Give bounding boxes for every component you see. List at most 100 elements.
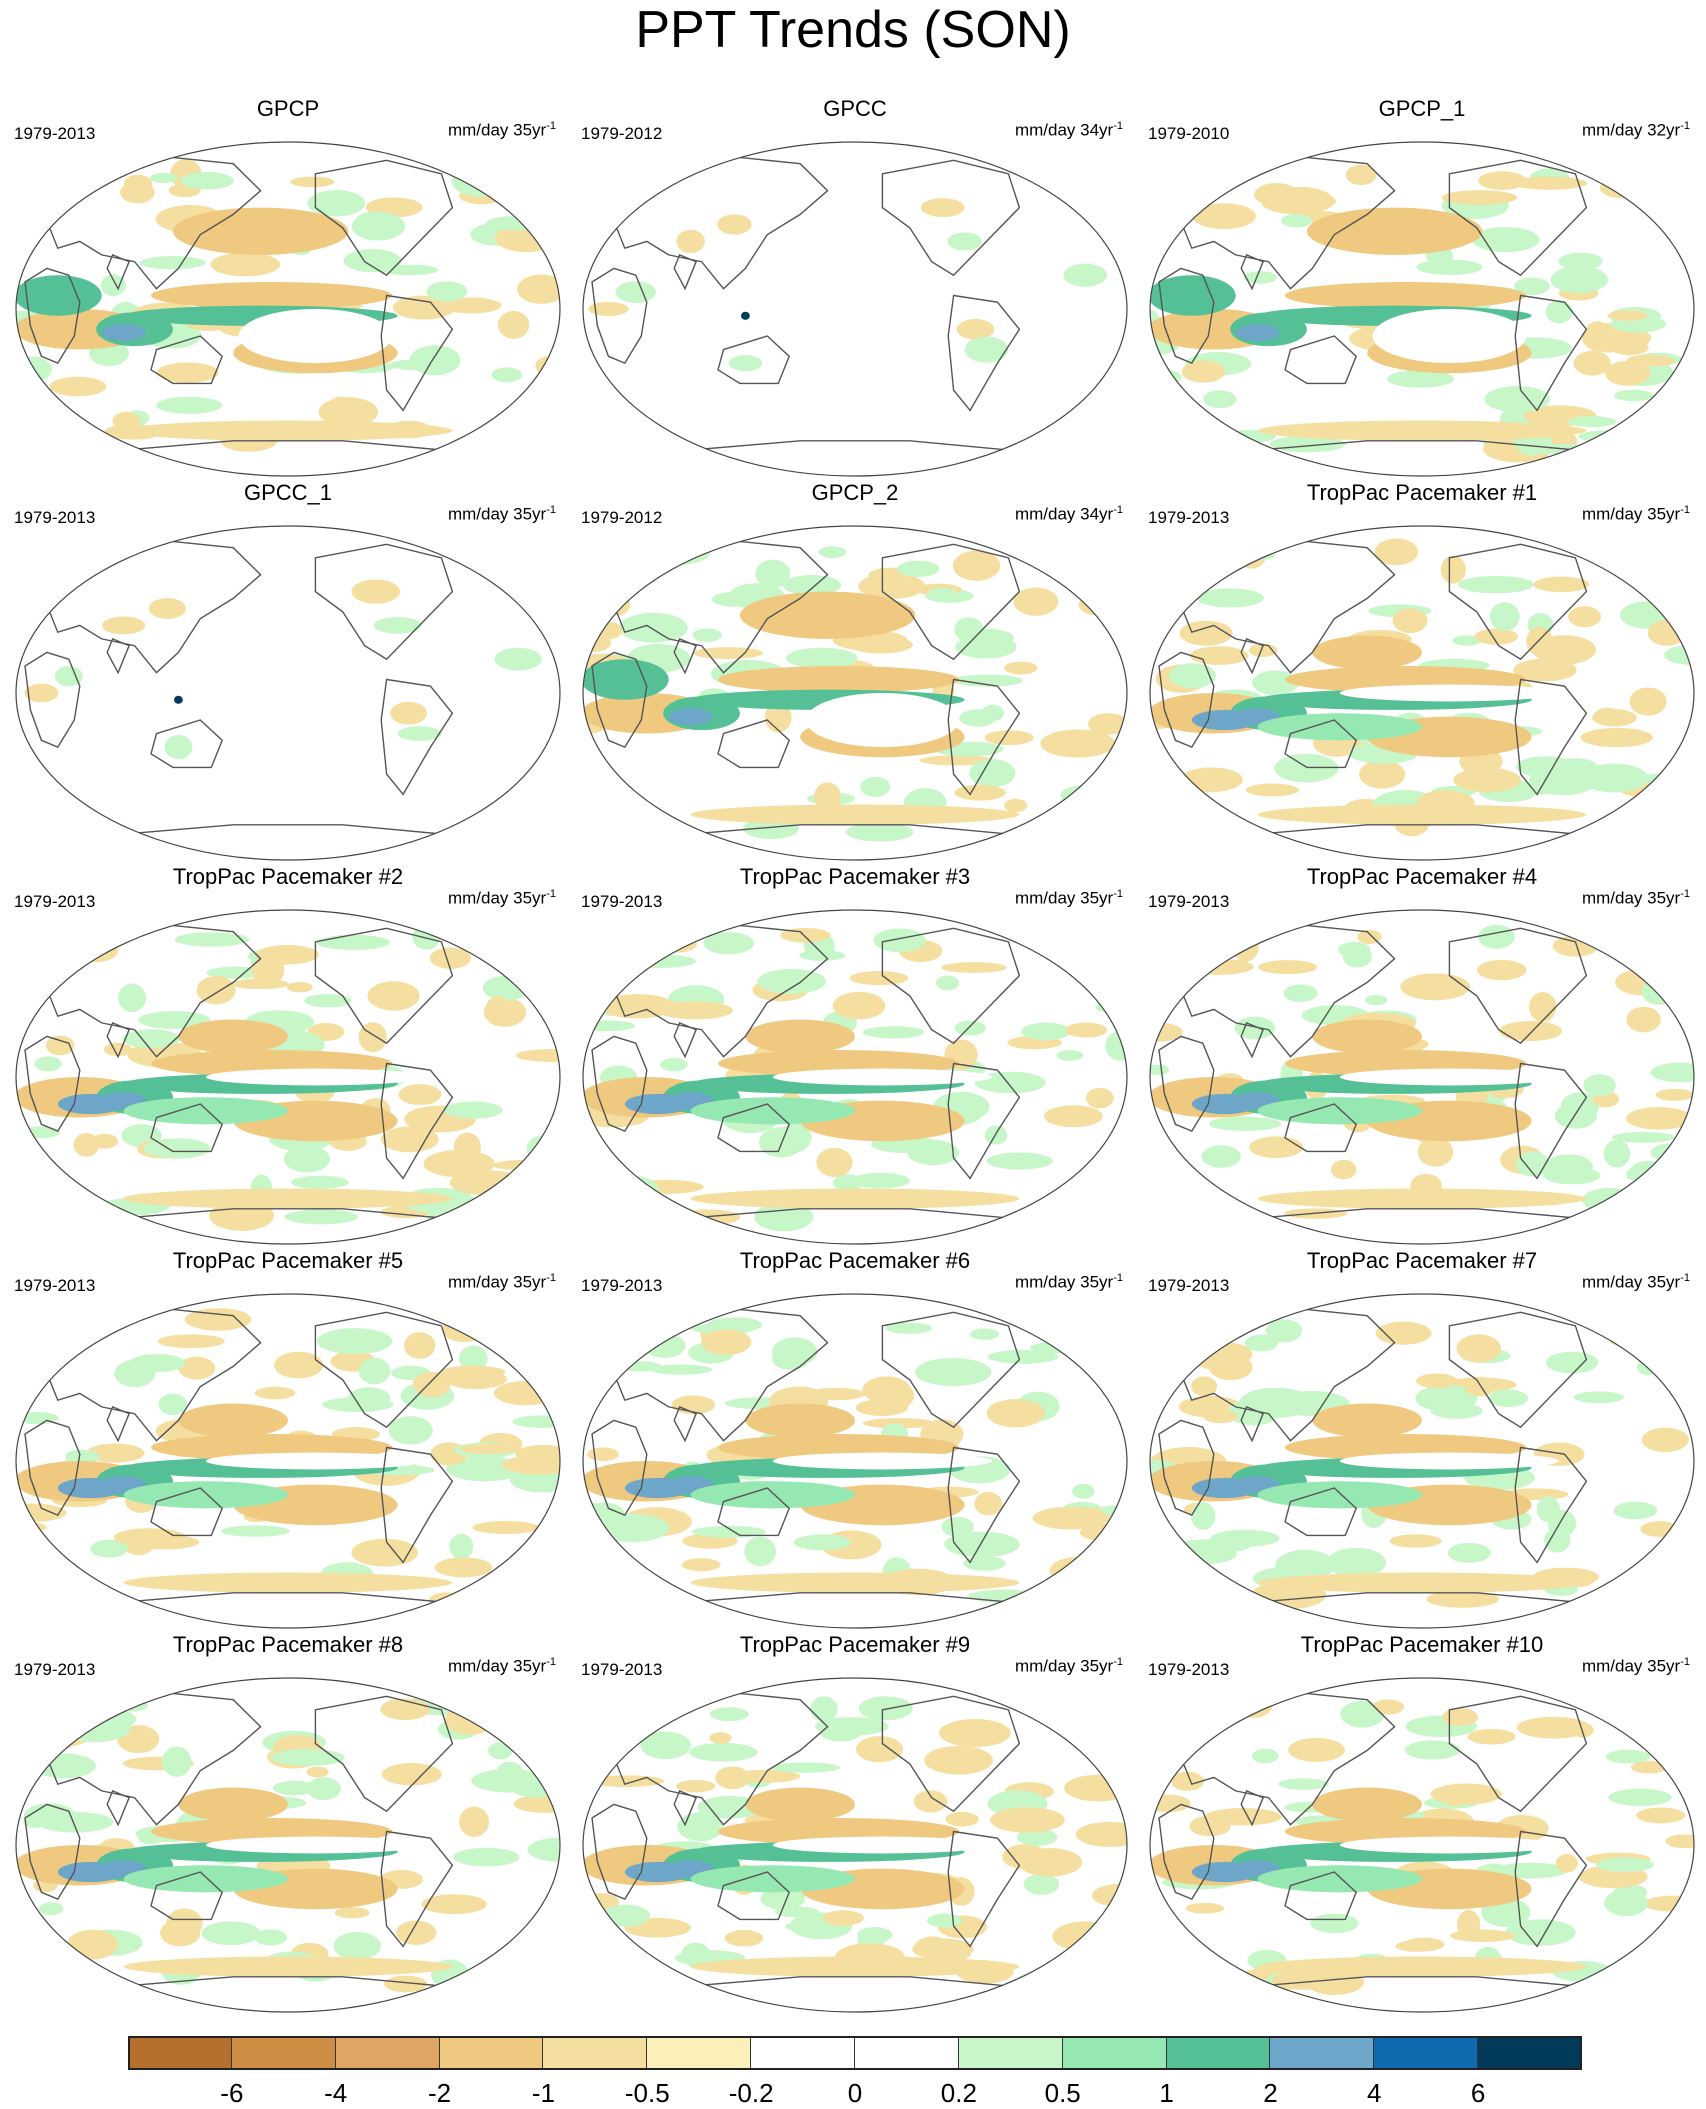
world-map (15, 909, 561, 1245)
trend-patch (1204, 550, 1276, 562)
coastlines (591, 540, 1092, 836)
trend-patch (16, 1964, 60, 1978)
map-border (15, 141, 561, 477)
trend-patch (1191, 1477, 1258, 1499)
precip-trend-field (16, 159, 560, 452)
trend-patch (583, 722, 604, 735)
trend-patch (1404, 1740, 1461, 1760)
trend-patch (453, 1847, 520, 1867)
coastline (1174, 540, 1396, 674)
colorbar-box (1062, 2036, 1167, 2070)
colorbar-tick-label: 0 (847, 2078, 863, 2108)
coastline (591, 651, 648, 748)
colorbar-tick-label: 4 (1367, 2078, 1382, 2108)
trend-patch (439, 1365, 506, 1379)
trend-patch (872, 1381, 915, 1410)
trend-patch (1312, 635, 1422, 670)
coastline (314, 1311, 454, 1429)
trend-patch (1608, 1788, 1672, 1807)
trend-patch (951, 674, 1024, 687)
trend-patch (1375, 1321, 1432, 1345)
trend-patch (380, 1698, 430, 1721)
map-panel: GPCP 1979-2013 mm/day 35yr-1 (4, 96, 572, 480)
trend-patch (1177, 1590, 1247, 1614)
trend-patch (151, 281, 393, 309)
trend-patch (1505, 1919, 1576, 1946)
trend-patch (515, 1048, 560, 1062)
trend-patch (668, 708, 713, 726)
coastline (947, 294, 1021, 412)
coastline (947, 678, 1021, 796)
coastline (1051, 934, 1092, 970)
map-border (582, 525, 1128, 861)
panel-title: TropPac Pacemaker #6 (739, 1248, 971, 1273)
trend-patch (624, 1477, 691, 1499)
trend-patch (286, 982, 313, 993)
trend-patch (1641, 1427, 1689, 1453)
coastline (112, 824, 453, 836)
trend-patch (446, 1455, 523, 1482)
trend-patch (421, 1894, 487, 1915)
world-map (15, 1293, 561, 1629)
trend-patch (284, 1209, 359, 1225)
precip-trend-field (1150, 924, 1694, 1219)
trend-patch (333, 1931, 382, 1960)
trend-patch (964, 336, 1009, 363)
coastline (717, 1871, 791, 1921)
trend-patch (1513, 277, 1550, 295)
trend-patch (1150, 1544, 1173, 1557)
trend-patch (1191, 709, 1258, 731)
trend-patch (941, 1516, 974, 1537)
trend-patch (810, 1696, 838, 1722)
coastline (1618, 934, 1659, 970)
colorbar-box (231, 2036, 336, 2070)
trend-patch (583, 1555, 606, 1574)
trend-patch (1283, 984, 1318, 1003)
panel-period: 1979-2013 (14, 892, 96, 911)
trend-patch (1555, 1853, 1578, 1873)
trend-patch (624, 1093, 691, 1115)
trend-patch (1644, 773, 1671, 785)
trend-patch (442, 1317, 487, 1343)
precip-trend-field (16, 923, 560, 1233)
coastline (1448, 543, 1588, 661)
trend-patch (583, 1963, 604, 1974)
trend-patch (160, 1919, 201, 1947)
trend-patch (16, 1713, 56, 1735)
trend-patch (91, 1133, 119, 1149)
trend-patch (178, 1787, 288, 1822)
trend-patch (205, 1836, 425, 1854)
trend-patch (1607, 310, 1649, 322)
trend-patch (20, 1126, 61, 1139)
colorbar-tick-label: 6 (1470, 2078, 1486, 2108)
trend-patch (690, 1572, 1020, 1593)
coastline (607, 1308, 829, 1442)
trend-patch (1659, 1328, 1685, 1348)
trend-patch (628, 1179, 704, 1194)
trend-patch (1192, 203, 1256, 230)
coastline (1284, 1103, 1358, 1153)
coastline (717, 1487, 791, 1537)
coastline (1284, 1487, 1358, 1537)
trend-patch (822, 1910, 865, 1926)
trend-patch (1105, 1030, 1127, 1061)
trend-patch (45, 1035, 75, 1056)
world-map (15, 525, 561, 861)
trend-patch (814, 782, 841, 811)
trend-patch (1625, 1106, 1693, 1130)
panel-units: mm/day 35yr-1 (1014, 1656, 1123, 1676)
trend-patch (1201, 1145, 1241, 1168)
world-map (582, 909, 1128, 1245)
panel-title: GPCP_2 (811, 480, 899, 505)
trend-patch (149, 172, 178, 183)
coastline (1240, 1405, 1265, 1443)
trend-patch (1191, 1376, 1218, 1397)
trend-patch (1458, 576, 1534, 594)
trend-patch (1257, 1865, 1422, 1893)
trend-patch (158, 1393, 188, 1416)
world-map (582, 1677, 1128, 2013)
trend-patch (1547, 1509, 1577, 1537)
trend-patch (358, 1357, 391, 1385)
trend-patch (805, 1387, 866, 1401)
trend-patch (1004, 798, 1028, 813)
